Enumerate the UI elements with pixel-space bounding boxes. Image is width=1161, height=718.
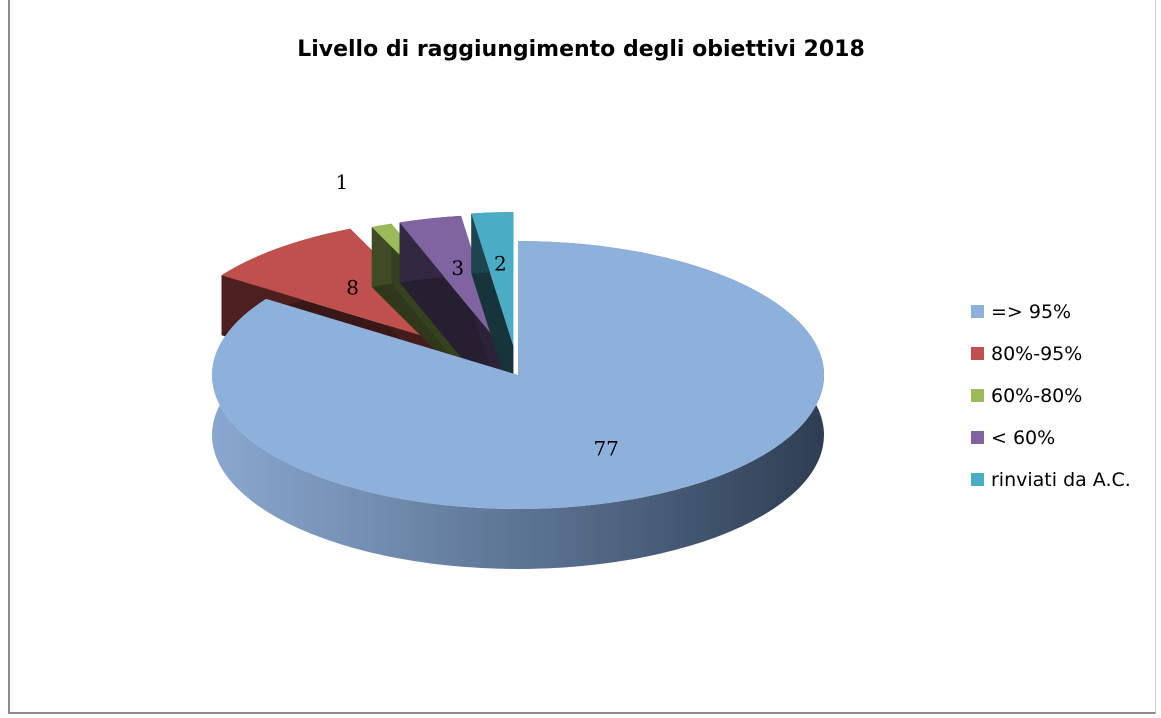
data-label-1: 8 xyxy=(346,275,359,299)
legend-swatch-4 xyxy=(971,473,984,486)
data-label-2: 1 xyxy=(336,170,349,194)
data-label-3: 3 xyxy=(451,256,464,280)
pie-slice-4 xyxy=(471,212,514,347)
pie-slices xyxy=(212,212,825,569)
data-label-4: 2 xyxy=(494,251,507,275)
legend-label-3: < 60% xyxy=(991,427,1055,449)
data-labels: 8 1 3 2 77 xyxy=(336,170,619,461)
legend-swatch-2 xyxy=(971,389,984,402)
legend-label-4: rinviati da A.C. xyxy=(991,469,1131,491)
chart-title: Livello di raggiungimento degli obiettiv… xyxy=(297,37,865,62)
legend-label-2: 60%-80% xyxy=(991,385,1082,407)
legend-label-1: 80%-95% xyxy=(991,343,1082,365)
legend-swatch-3 xyxy=(971,431,984,444)
pie-slice-3 xyxy=(399,215,504,349)
data-label-0: 77 xyxy=(593,437,618,461)
legend-label-0: => 95% xyxy=(991,301,1071,323)
legend-swatch-1 xyxy=(971,347,984,360)
legend: => 95% 80%-95% 60%-80% < 60% rinviati da A.C… xyxy=(971,301,1131,491)
legend-swatch-0 xyxy=(971,305,984,318)
pie-slice-0 xyxy=(212,241,825,509)
